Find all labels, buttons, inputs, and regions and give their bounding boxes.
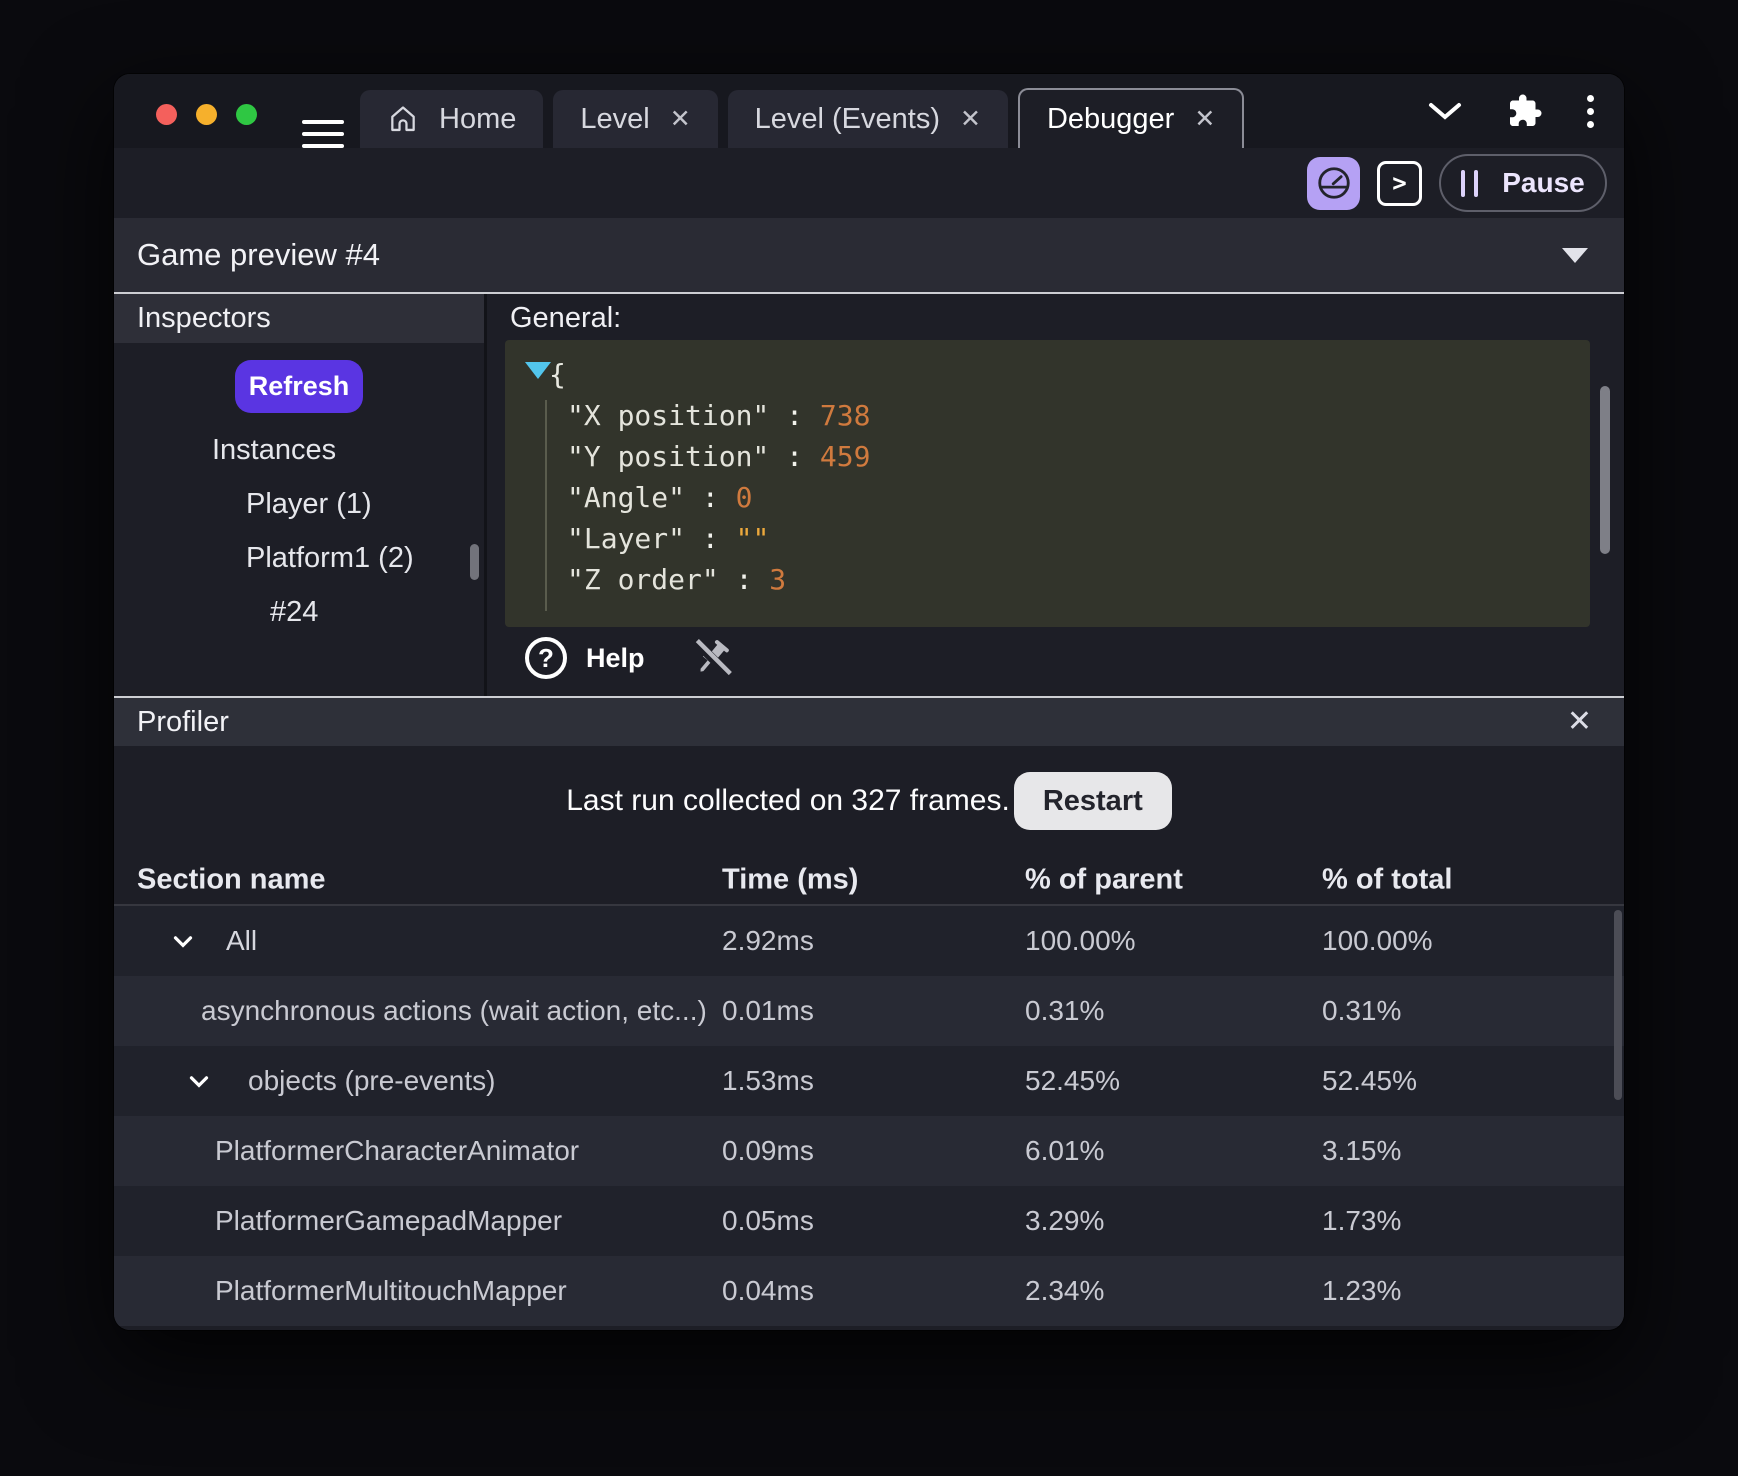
profiler-toggle-button[interactable] — [1307, 156, 1360, 210]
json-property: "Y position" : 459 — [567, 440, 871, 473]
divider — [114, 696, 1624, 698]
gauge-icon — [1317, 167, 1350, 199]
json-property: "Layer" : "" — [567, 522, 770, 555]
console-icon: > — [1392, 169, 1407, 197]
inspectors-title: Inspectors — [137, 302, 271, 334]
close-profiler-icon[interactable]: ✕ — [1566, 705, 1592, 738]
column-header: Section name — [137, 863, 326, 896]
chevron-down-icon[interactable] — [1427, 100, 1463, 122]
app-window: Home Level ✕ Level (Events) ✕ Debugger ✕ — [114, 74, 1624, 1330]
profiler-status-row: Last run collected on 327 frames. Restar… — [114, 746, 1624, 856]
refresh-button[interactable]: Refresh — [235, 360, 363, 413]
tree-item-24[interactable]: #24 — [270, 595, 319, 628]
column-header: Time (ms) — [722, 863, 859, 896]
table-row[interactable]: All 2.92ms 100.00% 100.00% — [114, 906, 1624, 976]
profiler-table: Section name Time (ms) % of parent % of … — [114, 856, 1624, 1326]
help-row: ? Help — [525, 630, 734, 686]
general-scrollbar-thumb[interactable] — [1600, 386, 1610, 554]
json-property: "X position" : 738 — [567, 399, 871, 432]
general-panel: General: { "X position" : 738 "Y positio… — [487, 294, 1624, 696]
indent-guide — [545, 400, 547, 611]
general-title: General: — [510, 302, 622, 334]
table-row[interactable]: objects (pre-events) 1.53ms 52.45% 52.45… — [114, 1046, 1624, 1116]
pause-button[interactable]: Pause — [1439, 154, 1607, 212]
divider — [114, 292, 1624, 294]
table-scrollbar-thumb[interactable] — [1614, 910, 1622, 1100]
tree-item-player[interactable]: Player (1) — [246, 487, 372, 520]
kebab-menu-icon[interactable] — [1587, 89, 1594, 134]
hamburger-menu-icon[interactable] — [302, 120, 344, 156]
inspectors-header: Inspectors — [114, 294, 484, 343]
json-property: "Z order" : 3 — [567, 563, 787, 596]
table-row[interactable]: PlatformerGamepadMapper 0.05ms 3.29% 1.7… — [114, 1186, 1624, 1256]
tab-label: Home — [439, 102, 517, 135]
pin-off-icon[interactable] — [690, 636, 734, 680]
caret-down-icon[interactable] — [1562, 247, 1588, 263]
column-header: % of parent — [1025, 863, 1183, 896]
profiler-header: Profiler ✕ — [114, 698, 1624, 746]
close-tab-icon[interactable]: ✕ — [1194, 104, 1216, 133]
preview-header[interactable]: Game preview #4 — [114, 218, 1624, 292]
tab-level-events[interactable]: Level (Events) ✕ — [727, 90, 1008, 148]
tab-debugger[interactable]: Debugger ✕ — [1017, 88, 1245, 148]
main-split: Inspectors Refresh Instances Player (1) … — [114, 294, 1624, 696]
table-row[interactable]: PlatformerCharacterAnimator 0.09ms 6.01%… — [114, 1116, 1624, 1186]
debugger-toolbar: > Pause — [114, 148, 1624, 218]
collapse-triangle-icon[interactable] — [525, 362, 551, 379]
tab-strip: Home Level ✕ Level (Events) ✕ Debugger ✕ — [360, 88, 1245, 148]
profiler-status-text: Last run collected on 327 frames. — [566, 784, 1010, 817]
preview-title: Game preview #4 — [137, 237, 380, 272]
titlebar-actions — [1427, 74, 1594, 148]
tab-label: Level (Events) — [754, 102, 940, 135]
home-icon — [387, 103, 419, 135]
json-property: "Angle" : 0 — [567, 481, 753, 514]
help-icon[interactable]: ? — [525, 637, 567, 679]
tree-item-instances[interactable]: Instances — [212, 433, 337, 466]
table-header-row: Section name Time (ms) % of parent % of … — [114, 856, 1624, 906]
zoom-window-button[interactable] — [236, 104, 257, 125]
tab-label: Level — [580, 102, 650, 135]
tree-item-platform1[interactable]: Platform1 (2) — [246, 541, 414, 574]
tab-label: Debugger — [1046, 102, 1175, 135]
help-label[interactable]: Help — [586, 642, 645, 673]
profiler-title: Profiler — [137, 705, 229, 738]
inspectors-scrollbar-thumb[interactable] — [470, 544, 479, 580]
chevron-down-icon[interactable] — [184, 1066, 214, 1096]
json-viewer: { "X position" : 738 "Y position" : 459 … — [505, 340, 1590, 627]
close-tab-icon[interactable]: ✕ — [960, 104, 981, 133]
extensions-puzzle-icon[interactable] — [1507, 93, 1543, 129]
json-open-brace: { — [549, 358, 566, 391]
close-window-button[interactable] — [156, 104, 177, 125]
table-row[interactable]: asynchronous actions (wait action, etc..… — [114, 976, 1624, 1046]
close-tab-icon[interactable]: ✕ — [669, 104, 691, 133]
chevron-down-icon[interactable] — [168, 926, 198, 956]
console-button[interactable]: > — [1377, 160, 1422, 206]
tab-level[interactable]: Level ✕ — [553, 90, 718, 148]
tab-home[interactable]: Home — [360, 90, 544, 148]
restart-button[interactable]: Restart — [1013, 772, 1172, 830]
pause-label: Pause — [1502, 167, 1585, 198]
table-row[interactable]: PlatformerMultitouchMapper 0.04ms 2.34% … — [114, 1256, 1624, 1326]
inspectors-panel: Inspectors Refresh Instances Player (1) … — [114, 294, 487, 696]
column-header: % of total — [1322, 863, 1453, 896]
minimize-window-button[interactable] — [196, 104, 217, 125]
titlebar: Home Level ✕ Level (Events) ✕ Debugger ✕ — [114, 74, 1624, 148]
pause-icon — [1461, 169, 1479, 197]
profiler-body: Last run collected on 327 frames. Restar… — [114, 746, 1624, 1330]
traffic-lights — [156, 104, 257, 125]
